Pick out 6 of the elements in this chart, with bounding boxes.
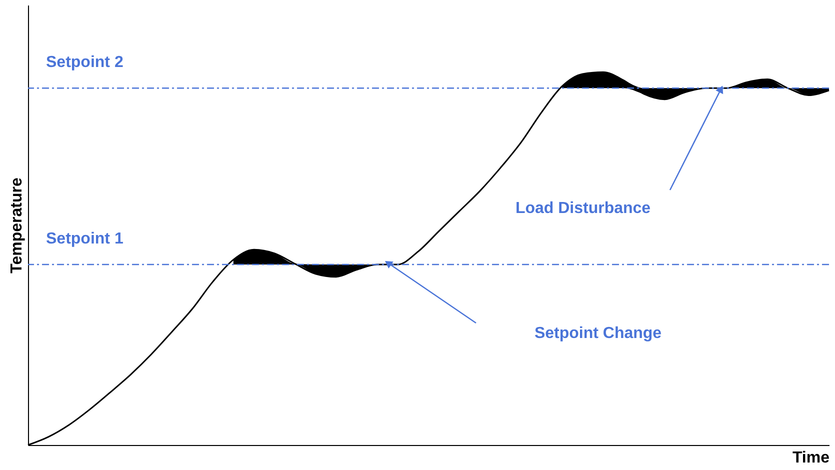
ref-line-label: Setpoint 2 (46, 54, 124, 72)
x-axis-title: Time (792, 450, 830, 466)
ref-line-label: Setpoint 1 (46, 230, 124, 248)
annotation: Load Disturbance (515, 200, 651, 217)
annotation: Setpoint Change (534, 325, 662, 342)
y-axis-title: Temperature (8, 178, 26, 274)
